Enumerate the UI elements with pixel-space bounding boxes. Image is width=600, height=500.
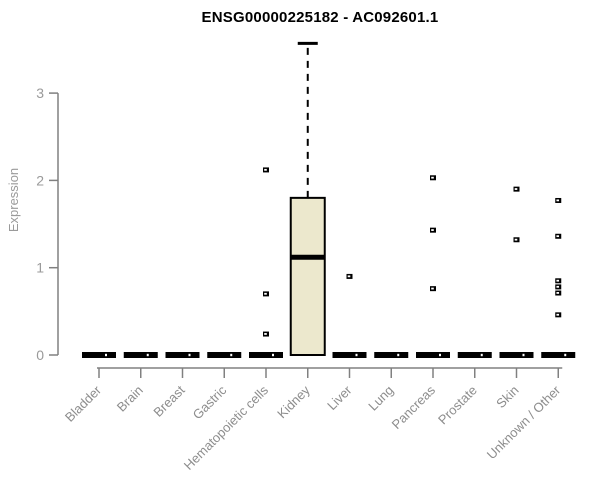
y-tick-label: 2: [36, 172, 44, 188]
outlier-point-center: [514, 188, 518, 190]
outlier-point-center: [347, 275, 351, 278]
flat-box-hematopoietic-cells: [249, 352, 283, 358]
flat-box-notch: [230, 353, 233, 357]
outlier-point-center: [556, 285, 560, 288]
flat-box-pancreas: [416, 352, 450, 358]
outlier-point-center: [556, 313, 560, 316]
outlier-point-center: [431, 287, 434, 290]
x-category-label: Breast: [150, 382, 187, 419]
x-category-label: Prostate: [435, 383, 480, 428]
flat-box-notch: [272, 353, 274, 357]
flat-box-unknown-other: [541, 352, 576, 358]
outlier-point-center: [431, 176, 434, 179]
flat-box-liver: [332, 352, 367, 358]
x-category-label: Pancreas: [389, 382, 439, 432]
y-tick-label: 0: [36, 347, 44, 363]
outlier-point-center: [264, 292, 267, 295]
box-kidney: [289, 196, 326, 356]
flat-box-breast: [165, 352, 200, 358]
outlier-point-center: [556, 199, 560, 202]
outlier-point-center: [556, 235, 560, 238]
flat-box-bladder: [82, 352, 116, 358]
flat-box-gastric: [207, 352, 242, 358]
flat-box-lung: [374, 352, 409, 358]
x-category-label: Liver: [324, 382, 355, 413]
y-tick-label: 3: [36, 85, 44, 101]
x-category-label: Gastric: [190, 382, 230, 422]
flat-box-notch: [146, 353, 149, 357]
flat-box-prostate: [457, 352, 492, 358]
flat-box-brain: [123, 352, 158, 358]
flat-box-notch: [439, 353, 441, 357]
flat-box-notch: [105, 353, 107, 357]
outlier-point-center: [514, 238, 518, 241]
outlier-point-center: [556, 292, 560, 294]
flat-box-notch: [188, 353, 191, 357]
y-tick-label: 1: [36, 260, 44, 276]
outlier-point-center: [556, 279, 560, 282]
flat-box-notch: [355, 353, 358, 357]
flat-box-notch: [564, 353, 567, 357]
x-category-label: Brain: [114, 383, 146, 415]
flat-box-skin: [499, 352, 534, 358]
x-category-label: Kidney: [274, 382, 313, 421]
x-category-label: Lung: [365, 383, 396, 414]
outlier-point-center: [264, 168, 267, 171]
outlier-point-center: [431, 229, 434, 231]
x-category-label: Skin: [493, 383, 521, 411]
x-category-label: Bladder: [62, 382, 105, 425]
flat-box-notch: [480, 353, 483, 357]
flat-box-notch: [397, 353, 400, 357]
chart-title: ENSG00000225182 - AC092601.1: [201, 9, 439, 26]
x-category-label: Unknown / Other: [484, 382, 564, 462]
outlier-point-center: [264, 333, 267, 335]
flat-box-notch: [522, 353, 525, 357]
